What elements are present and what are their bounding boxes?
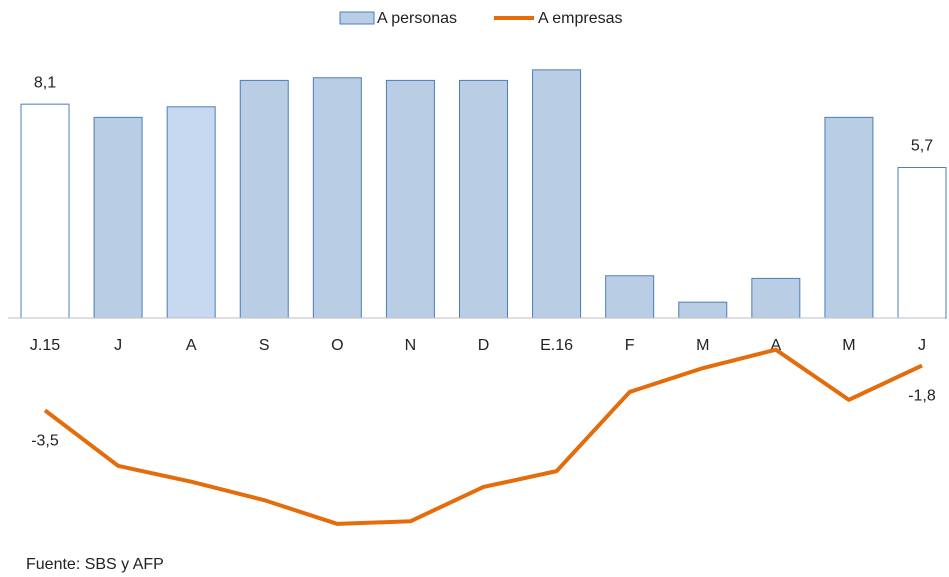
bar [678, 301, 728, 319]
legend-label: A empresas [538, 10, 622, 27]
bar [166, 106, 216, 319]
x-tick-label: M [696, 337, 709, 354]
x-tick-label: A [186, 337, 197, 354]
value-label: -1,8 [908, 388, 936, 405]
x-tick-label: M [842, 337, 855, 354]
legend-swatch [339, 11, 375, 25]
x-tick-label: J [918, 337, 926, 354]
bar [312, 77, 362, 319]
x-tick-label: J.15 [30, 337, 60, 354]
value-label: 8,1 [34, 74, 56, 91]
line-series [43, 347, 923, 526]
value-label: 5,7 [911, 138, 933, 155]
bar [897, 167, 947, 319]
value-label: -3,5 [31, 433, 59, 450]
bar [532, 69, 582, 319]
bar [824, 116, 874, 319]
bar [93, 116, 143, 319]
x-tick-label: F [625, 337, 635, 354]
bar [20, 103, 70, 319]
bar [385, 79, 435, 319]
x-tick-label: J [114, 337, 122, 354]
x-tick-label: E.16 [540, 337, 573, 354]
legend-label: A personas [377, 10, 457, 27]
x-tick-label: S [259, 337, 270, 354]
source-note: Fuente: SBS y AFP [26, 556, 164, 573]
x-tick-label: N [405, 337, 417, 354]
bar [605, 275, 655, 319]
x-tick-label: D [478, 337, 490, 354]
bar [239, 79, 289, 319]
bar [751, 277, 801, 319]
bar [459, 79, 508, 319]
x-tick-label: A [770, 337, 781, 354]
x-tick-label: O [331, 337, 343, 354]
